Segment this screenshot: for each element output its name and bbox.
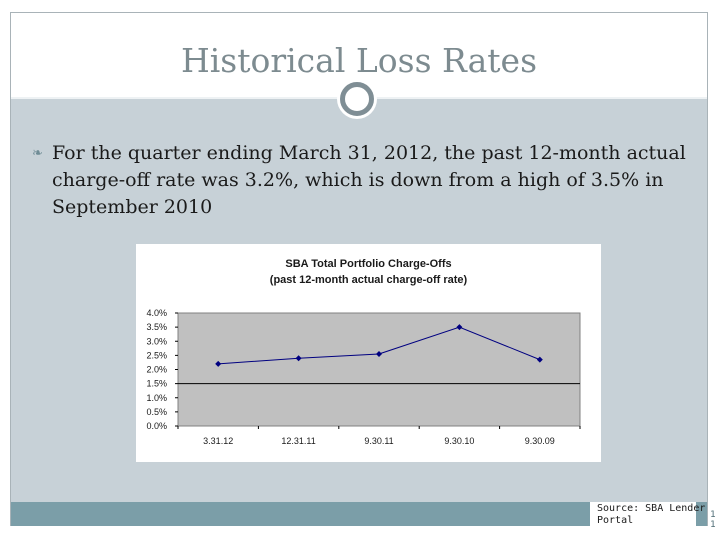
x-tick-label: 9.30.09	[525, 436, 555, 446]
y-tick-label: 4.0%	[146, 308, 167, 318]
y-tick-label: 2.0%	[146, 365, 167, 375]
y-tick-label: 3.5%	[146, 322, 167, 332]
footer-source-panel	[590, 502, 696, 526]
bullet-marker-icon: ❧	[32, 146, 43, 161]
y-tick-label: 2.5%	[146, 350, 167, 360]
y-tick-label: 1.5%	[146, 379, 167, 389]
chart-title: SBA Total Portfolio Charge-Offs	[285, 258, 452, 270]
data-point	[456, 324, 463, 331]
chart-container: SBA Total Portfolio Charge-Offs (past 12…	[136, 244, 601, 462]
chart-title-block: SBA Total Portfolio Charge-Offs (past 12…	[136, 256, 601, 288]
y-tick-label: 0.0%	[146, 421, 167, 431]
y-tick-label: 1.0%	[146, 393, 167, 403]
chart-subtitle: (past 12-month actual charge-off rate)	[269, 274, 468, 286]
data-point	[215, 360, 222, 367]
x-tick-label: 9.30.11	[364, 436, 393, 446]
x-tick-label: 9.30.10	[444, 436, 474, 446]
y-tick-label: 3.0%	[146, 336, 167, 346]
data-point	[536, 356, 543, 363]
page-number: 11	[710, 510, 716, 530]
data-point	[295, 355, 302, 362]
y-tick-label: 0.5%	[146, 407, 167, 417]
x-tick-label: 3.31.12	[203, 436, 233, 446]
ring-shape	[340, 82, 374, 116]
bullet-point: ❧ For the quarter ending March 31, 2012,…	[32, 140, 692, 221]
bullet-text: For the quarter ending March 31, 2012, t…	[52, 142, 686, 218]
slide-title: Historical Loss Rates	[180, 41, 538, 80]
data-point	[376, 350, 382, 357]
source-note: Source: SBA Lender Portal	[597, 503, 706, 526]
plot-area	[177, 312, 581, 427]
x-tick-label: 12.31.11	[281, 436, 315, 446]
circle-ornament-icon	[337, 79, 377, 119]
chart-plot: 0.0% 0.5% 1.0% 1.5% 2.0% 2.5% 3.0% 3.5% 4.0% 3.31…	[146, 308, 581, 446]
